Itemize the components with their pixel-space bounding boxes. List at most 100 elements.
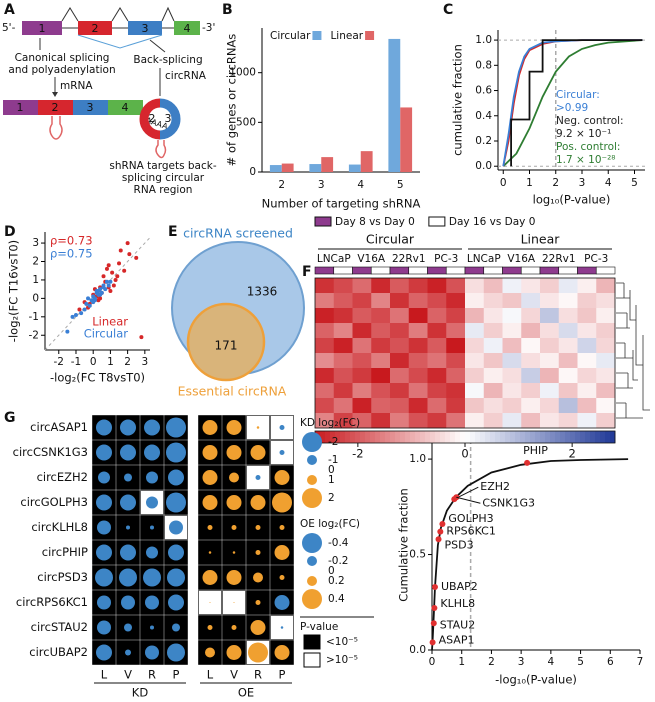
cdf-line [510, 39, 643, 167]
splice-arc [111, 7, 129, 22]
colorbar-step [430, 431, 436, 443]
heatmap-cell [427, 413, 447, 429]
heatmap-cell [333, 308, 353, 324]
heatmap-cell [577, 398, 597, 414]
heatmap-cell [408, 413, 428, 429]
colorbar-step [600, 431, 606, 443]
heatmap-cell [521, 398, 541, 414]
point [111, 283, 116, 288]
cell-line-label: LNCaP [317, 253, 351, 265]
effect-dot [166, 492, 186, 513]
column-label: V [124, 668, 132, 682]
row-label: circASAP1 [30, 420, 88, 434]
cell-line-label: PC-3 [434, 253, 458, 265]
colorbar-step [550, 431, 556, 443]
heatmap-cell [558, 308, 578, 324]
heatmap-cell [315, 368, 335, 384]
colorbar-step [390, 431, 396, 443]
effect-dot [279, 525, 285, 530]
heatmap-cell [371, 383, 391, 399]
colorbar-step [455, 431, 461, 443]
panel-label: E [168, 224, 178, 240]
effect-dot [96, 644, 112, 661]
panel-label: B [222, 2, 233, 18]
cell-line-label: 22Rv1 [542, 253, 576, 265]
legend-label: 0.4 [328, 593, 345, 605]
colorbar-step [605, 431, 611, 443]
x-tick-label: 2 [278, 179, 285, 191]
effect-dot [202, 570, 218, 585]
x-tick-label: 4 [548, 656, 555, 668]
effect-dot [280, 626, 284, 629]
x-tick-label: 4 [357, 179, 364, 191]
x-tick-label: 3 [141, 356, 148, 368]
colorbar-tick-label: 2 [568, 447, 575, 461]
heatmap-cell [315, 308, 335, 324]
effect-dot [250, 445, 266, 460]
exon-label: 4 [184, 22, 191, 35]
venn-inner-label: Essential circRNA [178, 384, 287, 399]
highlight-point [431, 605, 438, 611]
effect-dot [274, 645, 290, 660]
effect-dot [233, 602, 235, 603]
heatmap-cell [446, 398, 466, 414]
colorbar-step [330, 431, 336, 443]
effect-dot [98, 471, 110, 484]
colorbar-step [360, 431, 366, 443]
point [89, 298, 94, 303]
heatmap-cell [315, 338, 335, 354]
effect-dot [120, 419, 136, 436]
effect-dot [150, 625, 154, 630]
point [122, 268, 127, 273]
heatmap-cell [521, 323, 541, 339]
cell-line-label: LNCaP [467, 253, 501, 265]
heatmap-cell [577, 353, 597, 369]
colorbar-step [490, 431, 496, 443]
colorbar-step [595, 431, 601, 443]
y-axis-label: # of genes or circRNAs [225, 34, 239, 167]
y-axis-label: Cumulative fraction [397, 488, 411, 601]
point [98, 292, 103, 297]
heatmap-cell [483, 338, 503, 354]
heatmap-cell [540, 278, 560, 294]
bar [321, 157, 334, 172]
effect-dot [226, 420, 242, 435]
legend-dot [302, 488, 322, 508]
legend-label: Circular [84, 327, 129, 341]
colorbar-step [400, 431, 406, 443]
effect-dot [172, 623, 180, 632]
heatmap-cell [596, 278, 616, 294]
row-label: circSTAU2 [31, 620, 88, 634]
effect-dot [146, 546, 158, 559]
column-annotation [333, 266, 353, 275]
circrna-exon3 [159, 98, 181, 140]
column-label: L [207, 668, 214, 682]
column-annotation [520, 266, 541, 275]
heatmap-cell [352, 308, 372, 324]
heatmap-cell [502, 413, 522, 429]
cell-line-label: V16A [507, 253, 536, 265]
effect-dot [146, 471, 158, 484]
highlight-point [437, 528, 444, 535]
effect-dot [208, 551, 212, 554]
x-tick-label: 0 [500, 177, 507, 189]
legend-dot [307, 475, 317, 485]
heatmap-cell [408, 338, 428, 354]
panel-label: A [4, 2, 15, 18]
heatmap-cell [465, 383, 485, 399]
x-tick-label: 0 [429, 656, 436, 668]
column-annotation [464, 266, 485, 275]
heatmap-cell [427, 338, 447, 354]
row-label: circUBAP2 [29, 645, 88, 659]
bar [400, 107, 413, 172]
colorbar-step [385, 431, 391, 443]
y-tick-label: 0 [249, 166, 256, 178]
x-tick-label: 6 [607, 656, 614, 668]
heatmap-cell [315, 353, 335, 369]
exon-label: 3 [165, 112, 172, 125]
legend-label: >10⁻⁵ [326, 654, 358, 666]
annotation: Circular: [556, 89, 600, 101]
heatmap-cell [446, 353, 466, 369]
colorbar-step [590, 431, 596, 443]
leader-line [456, 496, 481, 504]
